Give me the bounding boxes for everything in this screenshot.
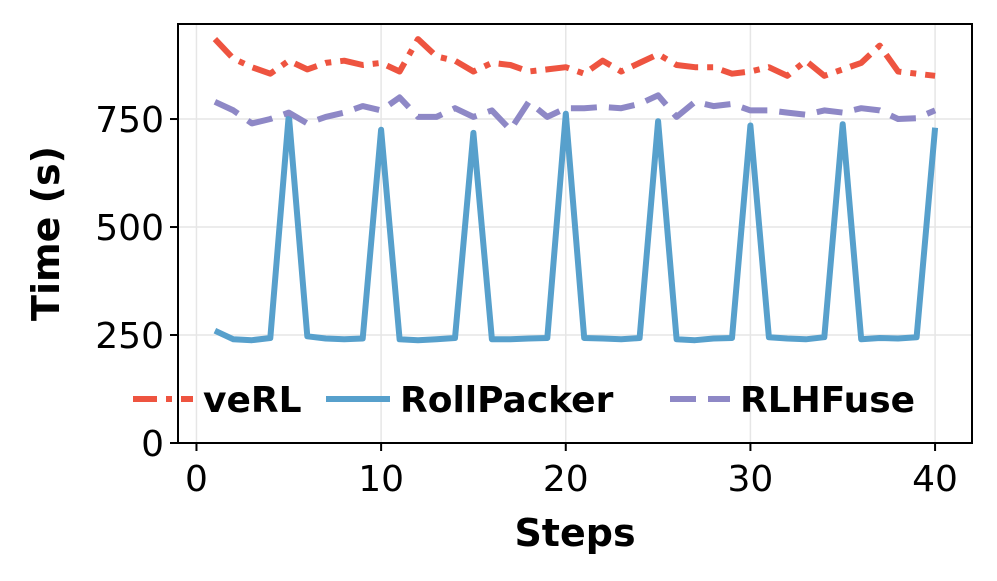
series-line-rollpacker — [213, 110, 939, 344]
legend-label-rlhfuse: RLHFuse — [740, 380, 915, 421]
y-tick-label: 0 — [141, 424, 164, 465]
legend-label-verl: veRL — [203, 380, 302, 421]
plot-frame — [177, 23, 973, 444]
y-tick-label: 500 — [95, 208, 164, 249]
series-line-rlhfuse — [213, 92, 937, 133]
x-axis-label: Steps — [514, 511, 635, 555]
x-tick-label: 10 — [358, 459, 404, 500]
axis-ticks: 0 10 20 30 40 0 250 500 750 — [95, 100, 958, 500]
y-axis-label: Time (s) — [24, 146, 68, 321]
y-tick-label: 250 — [95, 316, 164, 357]
legend: veRL RollPacker RLHFuse — [133, 380, 915, 421]
x-tick-label: 40 — [912, 459, 958, 500]
y-tick-label: 750 — [95, 100, 164, 141]
series-line-verl — [212, 36, 936, 79]
x-tick-label: 30 — [728, 459, 774, 500]
series-layer — [212, 36, 939, 344]
x-tick-label: 20 — [543, 459, 589, 500]
legend-label-rollpacker: RollPacker — [400, 380, 614, 421]
x-tick-label: 0 — [185, 459, 208, 500]
